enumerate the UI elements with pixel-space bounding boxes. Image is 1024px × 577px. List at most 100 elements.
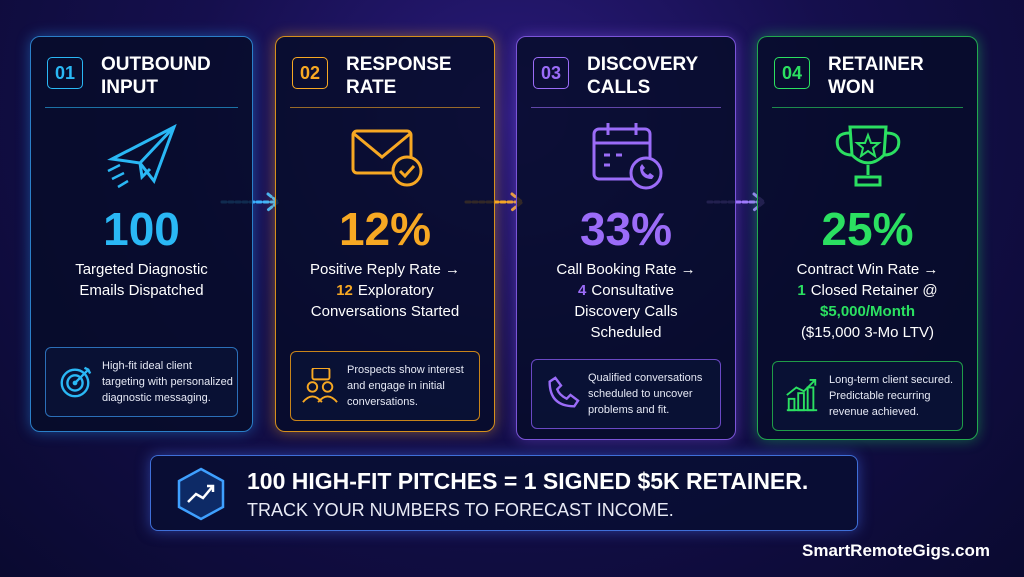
step-icon <box>102 119 182 191</box>
headline: 100 HIGH-FIT PITCHES = 1 SIGNED $5K RETA… <box>247 468 809 494</box>
metric: 12% <box>338 203 432 255</box>
step-number: 02 <box>292 57 328 89</box>
detail-footnote: ($15,000 3-Mo LTV) <box>800 324 935 341</box>
caption-line: Contract Win Rate → <box>796 261 939 278</box>
icon-part <box>629 156 663 190</box>
icon-part <box>106 123 177 189</box>
icon-part <box>594 123 650 167</box>
note-line: Predictable recurring <box>829 390 931 402</box>
detail-line: Scheduled <box>517 322 735 343</box>
metric: 100 <box>103 203 180 255</box>
note-line: targeting with personalized <box>102 376 233 388</box>
icon-part <box>853 132 882 159</box>
step-icon <box>586 119 666 191</box>
icon-part <box>302 368 338 403</box>
step-card: 04 RETAINER WON 25% Contract Win Rate → 1 Clos… <box>757 36 978 440</box>
detail-line: 12 Exploratory <box>276 280 494 301</box>
icon-part <box>806 386 815 412</box>
icon-part <box>835 125 900 187</box>
icon-part <box>786 378 817 396</box>
divider <box>531 107 721 108</box>
icon-part <box>351 129 413 175</box>
icon-part <box>398 164 416 179</box>
footer: SmartRemoteGigs.com <box>802 541 990 560</box>
step-text: Positive Reply Rate → 12 Exploratory Conver… <box>276 259 494 322</box>
step-number: 01 <box>47 57 83 89</box>
step-card: 01 OUTBOUND INPUT 100 Targeted Diagnostic Ema… <box>30 36 253 432</box>
note-line: revenue achieved. <box>829 406 919 418</box>
detail-highlight: 12 <box>336 282 353 299</box>
step-text: Targeted Diagnostic Emails Dispatched <box>31 259 252 301</box>
metric: 33% <box>579 203 673 255</box>
metric: 25% <box>821 203 914 255</box>
step-title: RETAINER WON <box>828 53 924 99</box>
note-box: Prospects show interest and engage in ini… <box>290 351 480 421</box>
icon-part <box>592 127 652 181</box>
note-line: Prospects show interest <box>347 364 464 376</box>
title-line: OUTBOUND <box>101 54 211 75</box>
hexagon <box>177 467 225 521</box>
icon-part <box>391 155 423 187</box>
step-text: Contract Win Rate → 1 Closed Retainer @ $5,… <box>758 259 977 343</box>
icon-part <box>797 392 805 412</box>
icon-part <box>548 376 580 408</box>
detail-text: Discovery Calls <box>574 303 678 320</box>
divider <box>45 107 238 108</box>
icon-part <box>835 131 900 187</box>
trend-head <box>207 484 215 492</box>
title-line: INPUT <box>101 77 158 98</box>
note-box: Long-term client secured. Predictable rec… <box>772 361 963 431</box>
icon-part <box>74 366 92 384</box>
note-text: High-fit ideal client targeting with pers… <box>102 358 233 406</box>
detail-text: Conversations Started <box>310 303 460 320</box>
icon-part <box>787 397 796 412</box>
icon-part <box>786 378 818 412</box>
icon-part <box>321 381 334 393</box>
note-box: High-fit ideal client targeting with pers… <box>45 347 238 417</box>
banner: 100 HIGH-FIT PITCHES = 1 SIGNED $5K RETA… <box>150 455 858 531</box>
detail-line: Discovery Calls <box>517 301 735 322</box>
note-box: Qualified conversations scheduled to unco… <box>531 359 721 429</box>
step-card: 02 RESPONSE RATE 12% Positive Reply Rate → 12… <box>275 36 495 432</box>
icon-part <box>60 366 92 398</box>
note-line: Long-term client secured. <box>829 374 954 386</box>
note-line: scheduled to uncover <box>588 388 693 400</box>
detail-line: Conversations Started <box>276 301 494 322</box>
icon-part <box>106 123 177 185</box>
step-icon <box>828 119 908 191</box>
subline: TRACK YOUR NUMBERS TO FORECAST INCOME. <box>247 500 674 520</box>
title-line: RETAINER <box>828 54 924 75</box>
icon-part <box>351 129 423 187</box>
detail-text: Closed Retainer @ <box>810 282 938 299</box>
note-line: problems and fit. <box>588 404 670 416</box>
step-title: RESPONSE RATE <box>346 53 452 99</box>
icon-part <box>352 131 412 159</box>
title-line: RESPONSE <box>346 54 452 75</box>
icon-part <box>138 125 175 181</box>
note-text: Long-term client secured. Predictable rec… <box>829 372 953 420</box>
title-line: RATE <box>346 77 397 98</box>
step-text: Call Booking Rate → 4 Consultative Discover… <box>517 259 735 343</box>
note-line: diagnostic messaging. <box>102 392 211 404</box>
detail-text: Consultative <box>591 282 674 299</box>
caption-line: Emails Dispatched <box>79 282 204 299</box>
step-title: DISCOVERY CALLS <box>587 53 698 99</box>
detail-text: Exploratory <box>357 282 434 299</box>
step-number: 04 <box>774 57 810 89</box>
step-title: OUTBOUND INPUT <box>101 53 211 99</box>
note-line: High-fit ideal client <box>102 360 192 372</box>
step-icon <box>345 119 425 191</box>
caption-line: Targeted Diagnostic <box>75 261 208 278</box>
detail-highlight: 1 <box>797 282 806 299</box>
divider <box>772 107 963 108</box>
icon-part <box>60 368 90 398</box>
step-number: 03 <box>533 57 569 89</box>
note-line: conversations. <box>347 396 418 408</box>
detail-text: Scheduled <box>590 324 662 341</box>
icon-part <box>66 374 84 392</box>
caption-line: Call Booking Rate → <box>556 261 696 278</box>
icon-part <box>311 368 331 381</box>
title-line: CALLS <box>587 77 651 98</box>
detail-line: 1 Closed Retainer @ <box>758 280 977 301</box>
